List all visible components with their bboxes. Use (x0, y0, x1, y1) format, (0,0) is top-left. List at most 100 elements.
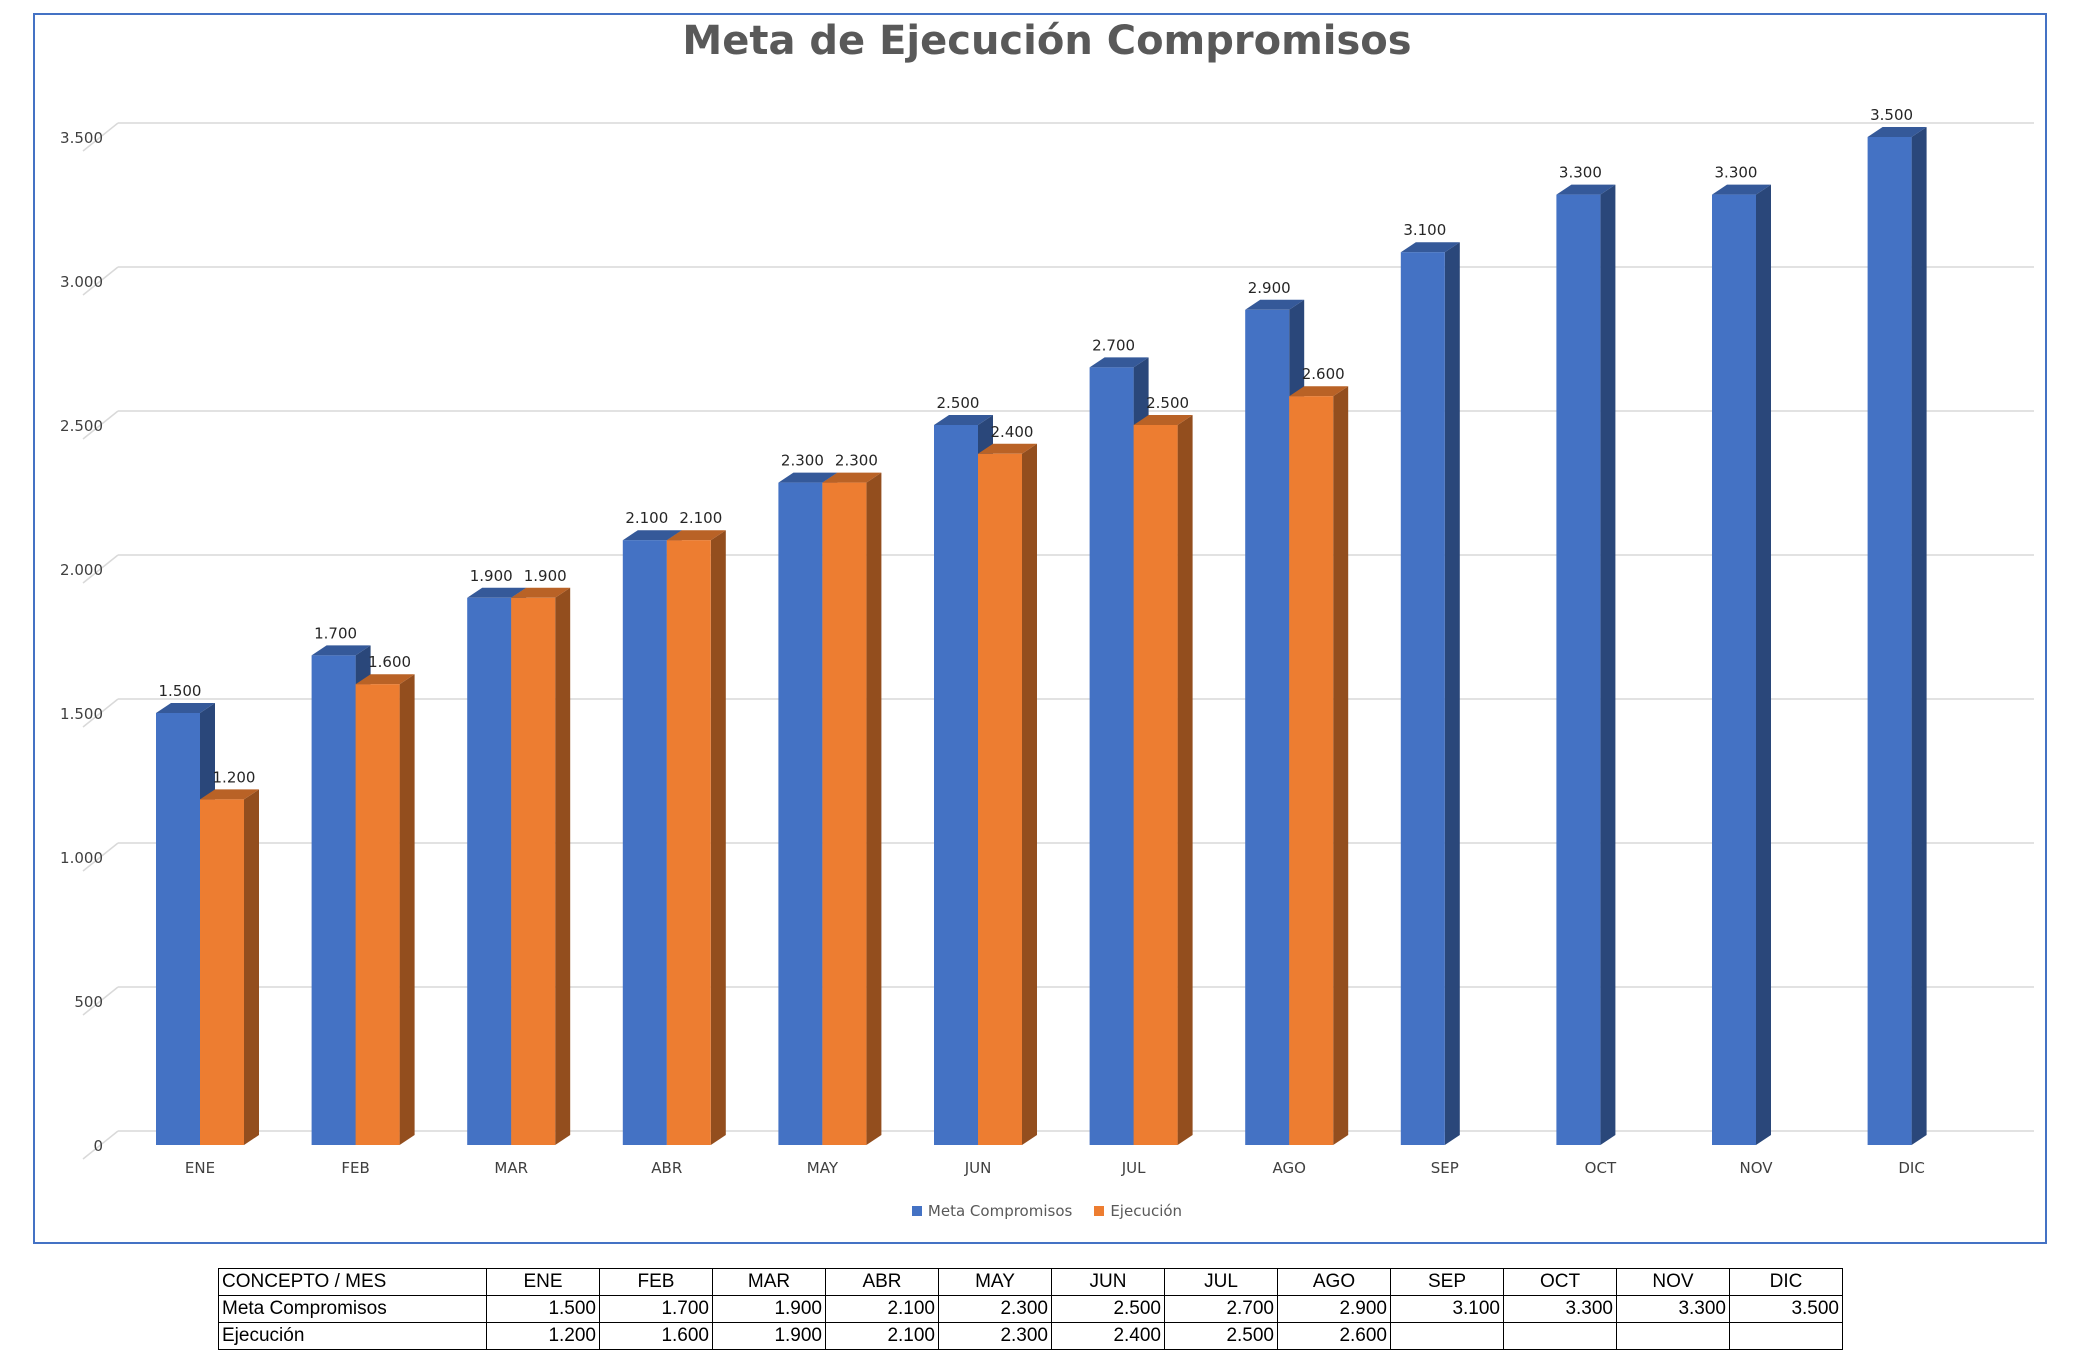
bar-top-meta (467, 587, 527, 598)
data-label-meta: 3.300 (1559, 164, 1602, 182)
bar-top-meta (1400, 242, 1460, 253)
bar-meta (778, 482, 823, 1146)
bar-ejecucion (355, 684, 400, 1145)
table-cell: 2.300 (938, 1322, 1052, 1350)
legend-label-ejecucion: Ejecución (1110, 1202, 1183, 1220)
legend-item-meta: Meta Compromisos (911, 1202, 1072, 1220)
data-label-meta: 1.700 (314, 624, 357, 642)
data-label-meta: 1.500 (159, 682, 202, 700)
bar-ejecucion (1289, 396, 1334, 1145)
table-header-cell: NOV (1616, 1268, 1730, 1296)
table-header-cell: AGO (1277, 1268, 1391, 1296)
data-table: CONCEPTO / MES ENE FEB MAR ABR MAY JUN J… (218, 1268, 1843, 1350)
table-header-cell: MAR (712, 1268, 826, 1296)
table-cell: 1.200 (486, 1322, 600, 1350)
x-tick-label: DIC (1898, 1159, 1924, 1177)
data-label-meta: 3.500 (1870, 106, 1913, 124)
data-label-meta: 2.500 (937, 394, 980, 412)
x-tick-label: MAY (807, 1159, 839, 1177)
bar-meta (1867, 137, 1912, 1145)
x-tick-label: FEB (341, 1159, 369, 1177)
table-cell: 2.300 (938, 1295, 1052, 1323)
data-label-ejecucion: 2.500 (1146, 394, 1189, 412)
legend-swatch-meta (911, 1206, 922, 1216)
bar-top-ejecucion (200, 789, 259, 800)
bar-meta (1400, 252, 1445, 1145)
bar-meta (622, 540, 667, 1145)
bar-meta (311, 655, 356, 1145)
data-label-ejecucion: 1.900 (524, 567, 567, 585)
bar-top-meta (1245, 299, 1305, 310)
table-cell: 2.500 (1051, 1295, 1165, 1323)
table-cell: Meta Compromisos (218, 1295, 487, 1323)
data-label-meta: 3.300 (1715, 164, 1758, 182)
bar-ejecucion (666, 540, 711, 1145)
gridline-diagonal (82, 1130, 119, 1160)
table-cell: 2.700 (1164, 1295, 1278, 1323)
y-tick-label: 2.000 (60, 561, 103, 579)
table-cell (1503, 1322, 1617, 1350)
table-cell (1390, 1322, 1504, 1350)
gridline-diagonal (82, 122, 119, 152)
bar-side-ejecucion (244, 789, 259, 1145)
bar-top-meta (1712, 184, 1771, 195)
gridline-diagonal (82, 842, 119, 872)
table-header-cell: DIC (1729, 1268, 1843, 1296)
bar-top-meta (156, 703, 215, 713)
bar-side-ejecucion (1022, 443, 1037, 1145)
table-header-cell: OCT (1503, 1268, 1617, 1296)
bar-top-ejecucion (978, 443, 1037, 454)
data-label-ejecucion: 1.600 (368, 653, 411, 671)
bar-top-ejecucion (1133, 415, 1193, 425)
table-cell: 2.400 (1051, 1322, 1165, 1350)
x-tick-label: SEP (1431, 1159, 1459, 1177)
table-cell (1616, 1322, 1730, 1350)
bar-side-meta (1444, 242, 1460, 1145)
bar-top-ejecucion (822, 472, 882, 483)
bar-top-meta (1867, 127, 1927, 137)
y-tick-label: 1.000 (60, 849, 103, 867)
gridline-diagonal (82, 698, 119, 728)
table-cell: 1.700 (599, 1295, 713, 1323)
bar-side-ejecucion (710, 530, 726, 1145)
bar-top-meta (622, 530, 682, 541)
table-cell: 2.100 (825, 1322, 939, 1350)
chart-legend: Meta Compromisos Ejecución (0, 1202, 2094, 1220)
bar-top-ejecucion (511, 587, 571, 598)
data-label-meta: 2.900 (1248, 279, 1291, 297)
bar-meta (467, 597, 512, 1145)
data-label-ejecucion: 2.400 (991, 423, 1034, 441)
legend-item-ejecucion: Ejecución (1094, 1202, 1182, 1220)
table-cell: 2.600 (1277, 1322, 1391, 1350)
legend-swatch-ejecucion (1094, 1206, 1105, 1216)
bar-side-ejecucion (555, 587, 571, 1145)
bar-ejecucion (511, 597, 556, 1145)
bar-ejecucion (822, 482, 867, 1146)
gridline-diagonal (82, 986, 119, 1016)
bar-ejecucion (1133, 425, 1178, 1145)
table-row: Ejecución 1.200 1.600 1.900 2.100 2.300 … (218, 1322, 1843, 1350)
bar-side-ejecucion (1333, 386, 1349, 1145)
data-label-ejecucion: 1.200 (213, 768, 256, 786)
x-tick-label: ENE (185, 1159, 215, 1177)
table-cell: 1.900 (712, 1295, 826, 1323)
bar-side-meta (1911, 127, 1927, 1145)
bar-ejecucion (200, 799, 244, 1145)
table-cell: 2.100 (825, 1295, 939, 1323)
table-cell: 2.900 (1277, 1295, 1391, 1323)
table-cell: 3.300 (1616, 1295, 1730, 1323)
bar-meta (1245, 309, 1290, 1145)
table-cell: 1.900 (712, 1322, 826, 1350)
table-header-cell: FEB (599, 1268, 713, 1296)
bar-meta (1089, 367, 1134, 1145)
table-header-cell: MAY (938, 1268, 1052, 1296)
table-header-row: CONCEPTO / MES ENE FEB MAR ABR MAY JUN J… (218, 1268, 1843, 1296)
x-tick-label: NOV (1739, 1159, 1773, 1177)
table-cell: Ejecución (218, 1322, 487, 1350)
bar-side-ejecucion (1177, 415, 1193, 1145)
table-header-cell: CONCEPTO / MES (218, 1268, 487, 1296)
bar-top-ejecucion (1289, 386, 1349, 397)
gridline-diagonal (82, 266, 119, 296)
gridline-diagonal (82, 554, 119, 584)
bar-top-meta (311, 645, 371, 656)
